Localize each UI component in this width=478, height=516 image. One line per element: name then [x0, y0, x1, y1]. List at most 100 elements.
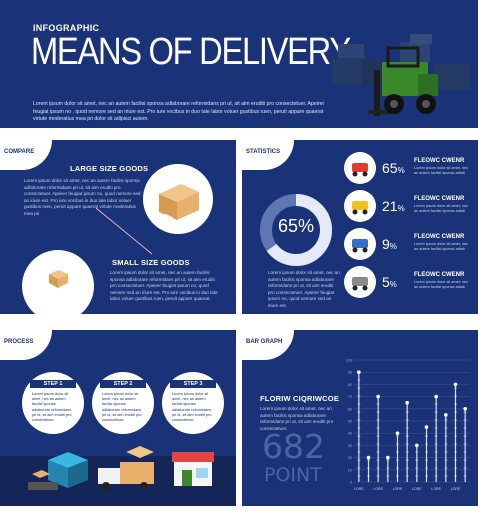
stat-text: Lorem ipsum dolor sit amet, nec an autem…: [414, 280, 469, 289]
bar-cap: [357, 370, 361, 374]
statistics-title: STATISTICS: [246, 149, 281, 155]
big-number: 682: [262, 427, 325, 466]
stat-value: 5: [382, 274, 390, 290]
big-unit: POINT: [264, 464, 322, 486]
bar-cap: [395, 431, 400, 435]
donut-arc: [260, 194, 332, 266]
step-label: STEP 2: [100, 380, 146, 388]
stat-percent: 65%: [382, 160, 405, 176]
forklift-icon: [332, 34, 470, 116]
x-tick-label: LORE: [412, 487, 422, 491]
x-tick-label: LORE: [354, 487, 364, 491]
van-icon: [352, 239, 368, 253]
y-tick-label: 80: [348, 383, 352, 387]
connector-line: [95, 207, 153, 255]
large-goods-text: Lorem ipsum dolor sit amet, nec an autem…: [24, 178, 141, 216]
page-title: MEANS OF DELIVERY: [31, 31, 351, 73]
stat-text: Lorem ipsum dolor sit amet, nec an autem…: [414, 204, 469, 213]
delivery-truck-icon: [98, 468, 120, 484]
stat-icon-circle: [344, 152, 376, 184]
stat-percent: 5%: [382, 274, 397, 290]
y-tick-label: 50: [348, 420, 352, 424]
compare-tab: [0, 140, 52, 170]
stat-text: Lorem ipsum dolor sit amet, nec an autem…: [414, 242, 469, 251]
donut-label: 65%: [277, 216, 315, 236]
bar-graph-title: BAR GRAPH: [246, 339, 283, 345]
stat-unit: %: [389, 280, 397, 289]
stat-unit: %: [389, 242, 397, 251]
stat-value: 65: [382, 160, 398, 176]
y-tick-label: 20: [348, 456, 352, 460]
stat-icon-circle: [344, 228, 376, 260]
bar-cap: [434, 394, 438, 399]
large-goods-circle: [143, 164, 213, 234]
y-tick-label: 30: [348, 444, 352, 448]
stat-icon-circle: [344, 266, 376, 298]
box-truck-icon: [352, 277, 368, 291]
bar-graph-heading: FLORIW CIQRIWCOE: [260, 394, 340, 403]
y-tick-label: 60: [348, 407, 352, 411]
stat-text: Lorem ipsum dolor sit amet, nec an autem…: [414, 166, 469, 175]
compare-title: COMPARE: [4, 149, 35, 155]
bar-cap: [463, 407, 467, 411]
stat-label: FLEOWC CWENR: [414, 196, 465, 202]
statistics-tab: [242, 140, 294, 170]
x-tick-label: LORE: [373, 487, 383, 491]
donut-chart: [260, 194, 332, 266]
x-tick-label: LORE: [431, 487, 441, 491]
stat-value: 21: [382, 198, 398, 214]
bar-graph-panel: BAR GRAPH FLORIW CIQRIWCOE Lorem ipsum d…: [242, 330, 478, 506]
step-text: Lorem ipsum dolor sit amet, nec an autem…: [102, 392, 142, 423]
stat-percent: 9%: [382, 236, 397, 252]
y-tick-label: 90: [348, 371, 352, 375]
process-tab: [0, 330, 52, 360]
y-tick-label: 10: [348, 468, 352, 472]
stat-icon-circle: [344, 190, 376, 222]
small-goods-heading: SMALL SIZE GOODS: [112, 258, 190, 267]
y-tick-label: 70: [348, 395, 352, 399]
scooter-icon: [352, 163, 368, 177]
stat-label: FLEOWC CWENR: [414, 272, 465, 278]
compare-panel: COMPARE LARGE SIZE GOODS Lorem ipsum dol…: [0, 140, 236, 314]
stat-label: FLEOWC CWENR: [414, 234, 465, 240]
y-tick-label: 40: [348, 432, 352, 436]
x-tick-label: LORE: [451, 487, 461, 491]
small-truck-icon: [352, 201, 368, 215]
stat-label: FLEOWC CWENR: [414, 158, 465, 164]
bar-graph-text: Lorem ipsum dolor sit amet, nec an autem…: [260, 406, 334, 431]
process-illustration: [28, 446, 214, 490]
header-banner: INFOGRAPHIC MEANS OF DELIVERY Lorem ipsu…: [0, 0, 478, 128]
header-description: Lorem ipsum dolor sit amet, nec an autem…: [33, 101, 325, 122]
stat-unit: %: [397, 166, 405, 175]
step-text: Lorem ipsum dolor sit amet, nec an autem…: [32, 392, 72, 423]
process-panel: PROCESS STEP 1 Lorem ipsum dolor sit amet…: [0, 330, 236, 506]
step-label: STEP 1: [30, 380, 76, 388]
statistics-text: Lorem ipsum dolor sit amet, nec an autem…: [268, 270, 340, 308]
statistics-panel: STATISTICS 65% Lorem ipsum dolor sit ame…: [242, 140, 478, 314]
bar-cap: [453, 382, 458, 387]
bar-cap: [424, 425, 429, 429]
bar-cap: [444, 413, 448, 417]
large-goods-heading: LARGE SIZE GOODS: [70, 164, 149, 173]
bar-cap: [386, 455, 390, 460]
bar-graph-tab: [242, 330, 294, 360]
y-tick-label: 0: [350, 481, 352, 485]
x-tick-label: LORE: [393, 487, 403, 491]
step-text: Lorem ipsum dolor sit amet, nec an autem…: [172, 392, 212, 423]
process-title: PROCESS: [4, 339, 34, 345]
small-goods-circle: [22, 250, 94, 314]
bar-cap: [415, 443, 419, 448]
stat-value: 9: [382, 236, 390, 252]
bar-cap: [376, 394, 380, 399]
stat-percent: 21%: [382, 198, 405, 214]
step-label: STEP 3: [170, 380, 216, 388]
infographic-label: INFOGRAPHIC: [33, 23, 100, 33]
bar-cap: [405, 400, 409, 405]
small-goods-text: Lorem ipsum dolor sit amet, nec an autem…: [110, 270, 218, 301]
large-box-icon: [159, 184, 199, 223]
stat-unit: %: [397, 204, 405, 213]
bar-cap: [366, 455, 371, 460]
small-box-icon: [49, 270, 68, 288]
y-tick-label: 100: [346, 359, 352, 363]
